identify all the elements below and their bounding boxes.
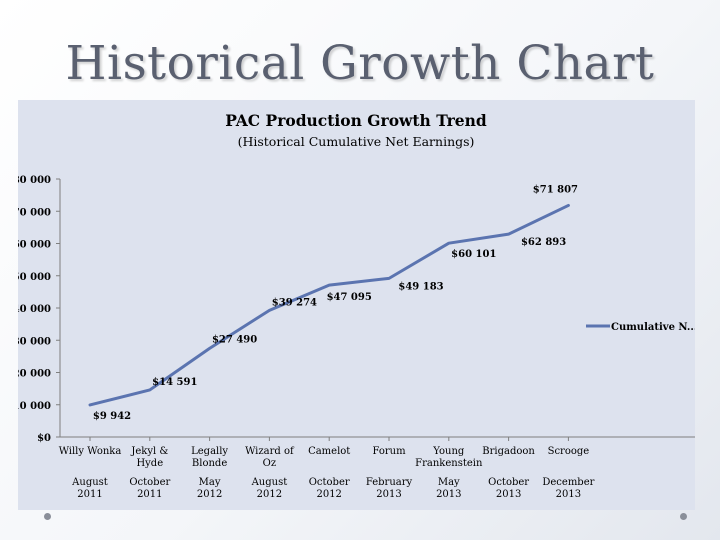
chart-subtitle: (Historical Cumulative Net Earnings): [238, 134, 475, 149]
x-tick-label-date: October: [129, 477, 170, 488]
x-tick-label-date: October: [488, 477, 529, 488]
x-tick-label-date: 2013: [496, 489, 521, 500]
chart-title: PAC Production Growth Trend: [225, 111, 487, 130]
x-tick-label-date: 2013: [376, 489, 401, 500]
x-tick-label-name: Willy Wonka: [59, 446, 122, 457]
x-tick-label-name: Young: [432, 446, 465, 457]
chart-panel: PAC Production Growth Trend (Historical …: [18, 100, 695, 510]
x-tick-label-name: Frankenstein: [415, 458, 483, 469]
x-tick-label-date: May: [199, 477, 221, 488]
x-tick-label-date: May: [438, 477, 460, 488]
legend: Cumulative N...: [586, 322, 695, 333]
data-label: $9 942: [93, 411, 131, 422]
y-tick-label: $60 000: [18, 240, 51, 251]
x-tick-label-date: 2011: [77, 489, 102, 500]
legend-label: Cumulative N...: [611, 322, 695, 333]
y-tick-label: $0: [37, 433, 51, 444]
y-tick-label: $30 000: [18, 336, 51, 347]
x-tick-label-name: Wizard of: [245, 446, 295, 457]
x-tick-label-name: Hyde: [136, 458, 163, 469]
corner-dot-left: [44, 513, 51, 520]
data-label: $71 807: [533, 184, 578, 195]
data-label: $39 274: [272, 297, 317, 308]
corner-dot-right: [680, 513, 687, 520]
x-tick-label-date: August: [251, 477, 288, 488]
x-tick-label-date: December: [542, 477, 594, 488]
y-tick-label: $80 000: [18, 175, 51, 186]
series-group: $9 942 $14 591 $27 490 $39 274 $47 095 $49 18…: [88, 184, 578, 422]
x-tick-label-name: Blonde: [192, 458, 227, 469]
data-label: $49 183: [398, 281, 443, 292]
y-tick-label: $50 000: [18, 272, 51, 283]
data-label: $60 101: [451, 249, 496, 260]
x-tick-label-name: Camelot: [308, 446, 350, 457]
x-tick-label-name: Forum: [372, 446, 406, 457]
x-tick-label-date: February: [366, 477, 413, 488]
y-tick-label: $40 000: [18, 304, 51, 315]
y-tick-label: $10 000: [18, 401, 51, 412]
x-tick-label-name: Scrooge: [548, 446, 590, 457]
x-tick-label-name: Jekyl &: [130, 446, 168, 457]
y-tick-label: $70 000: [18, 207, 51, 218]
x-tick-label-name: Legally: [191, 446, 228, 457]
x-tick-label-date: 2012: [197, 489, 222, 500]
line-chart: PAC Production Growth Trend (Historical …: [18, 111, 695, 500]
x-tick-label-date: August: [71, 477, 108, 488]
data-label: $27 490: [212, 334, 257, 345]
x-tick-label-date: 2012: [316, 489, 341, 500]
slide-title: Historical Growth Chart: [65, 36, 655, 91]
x-tick-label-date: 2013: [556, 489, 581, 500]
y-tick-label: $20 000: [18, 369, 51, 380]
data-label: $14 591: [152, 377, 197, 388]
x-tick-label-date: 2013: [436, 489, 461, 500]
y-axis: $0 $10 000 $20 000 $30 000 $40 000 $50 000 $60…: [18, 175, 61, 444]
x-tick-label-date: 2012: [257, 489, 282, 500]
x-tick-label-name: Oz: [263, 458, 276, 469]
x-tick-label-date: October: [309, 477, 350, 488]
data-label: $47 095: [327, 292, 372, 303]
x-tick-label-name: Brigadoon: [482, 446, 535, 457]
data-label: $62 893: [521, 237, 566, 248]
series-line: [88, 203, 570, 407]
x-tick-label-date: 2011: [137, 489, 162, 500]
